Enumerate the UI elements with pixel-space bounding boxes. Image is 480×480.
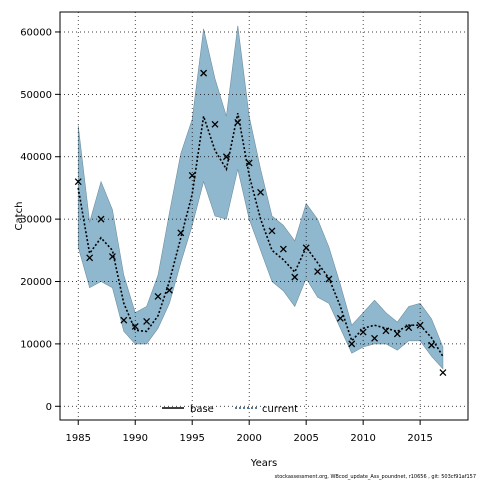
observed-point-1995 — [188, 171, 196, 179]
x-tick-label-2000: 2000 — [236, 433, 261, 444]
y-axis-title: Catch — [14, 202, 25, 231]
observed-point-1989 — [120, 316, 128, 324]
observed-point-2001 — [257, 188, 265, 196]
y-tick-label-0: 0 — [46, 402, 52, 413]
observed-point-1999 — [234, 118, 242, 126]
observed-point-2013 — [393, 330, 401, 338]
series-line-current — [77, 112, 444, 357]
x-axis: 1985 1990 1995 2000 2005 2010 2015 — [66, 420, 433, 444]
y-tick-label-50000: 50000 — [20, 90, 52, 101]
x-tick-label-2010: 2010 — [350, 433, 375, 444]
observed-point-2000 — [245, 159, 253, 167]
x-axis-title: Years — [250, 458, 277, 469]
y-tick-label-30000: 30000 — [20, 215, 52, 226]
observed-point-2014 — [405, 324, 413, 332]
confidence-band — [77, 25, 444, 370]
x-tick-label-1985: 1985 — [66, 433, 91, 444]
y-axis: 0 10000 20000 30000 40000 50000 60000 — [20, 27, 60, 413]
y-tick-label-40000: 40000 — [20, 152, 52, 163]
observed-points-layer — [74, 69, 447, 377]
observed-point-2016 — [428, 341, 435, 349]
observed-point-1992 — [154, 293, 162, 300]
series-layer — [77, 112, 444, 357]
observed-point-1986 — [86, 254, 94, 262]
observed-point-1998 — [222, 153, 230, 161]
observed-point-1988 — [108, 253, 116, 261]
observed-point-1994 — [177, 229, 185, 237]
x-tick-label-2015: 2015 — [407, 433, 432, 444]
observed-point-1996 — [200, 69, 208, 77]
observed-point-1991 — [143, 317, 151, 325]
observed-point-2015 — [416, 321, 424, 329]
observed-point-2006 — [314, 268, 322, 275]
observed-point-2005 — [302, 244, 310, 252]
observed-point-1987 — [97, 215, 105, 223]
plot-frame — [59, 11, 469, 421]
observed-point-2017 — [439, 369, 447, 377]
y-tick-label-10000: 10000 — [20, 339, 52, 350]
observed-point-1993 — [165, 286, 173, 294]
observed-point-2011 — [371, 334, 379, 342]
observed-point-2003 — [279, 245, 287, 253]
observed-point-1985 — [74, 178, 82, 186]
legend: base current — [162, 404, 298, 415]
observed-point-2002 — [268, 227, 276, 235]
observed-point-2012 — [382, 327, 390, 335]
observed-point-2010 — [359, 328, 367, 336]
y-tick-label-60000: 60000 — [20, 27, 52, 38]
legend-current-label: current — [262, 404, 298, 415]
observed-point-2004 — [291, 273, 299, 281]
observed-point-1997 — [211, 120, 219, 128]
x-tick-label-1990: 1990 — [122, 433, 147, 444]
footnote: stockassessment.org, WBcod_update_Ass_po… — [275, 474, 476, 480]
observed-point-2009 — [348, 340, 356, 348]
confidence-band-layer — [77, 25, 444, 370]
y-tick-label-20000: 20000 — [20, 277, 52, 288]
observed-point-2008 — [336, 314, 344, 322]
grid-layer — [60, 12, 468, 420]
x-tick-label-2005: 2005 — [293, 433, 318, 444]
legend-base-label: base — [190, 404, 214, 415]
x-tick-label-1995: 1995 — [179, 433, 204, 444]
observed-point-2007 — [325, 275, 333, 283]
observed-point-1990 — [131, 322, 139, 330]
